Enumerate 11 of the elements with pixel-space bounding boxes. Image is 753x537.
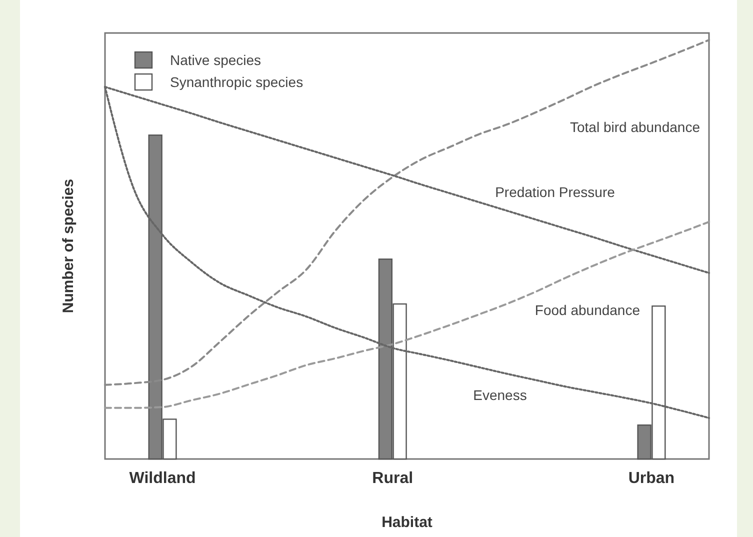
x-tick-label: Urban — [628, 470, 675, 487]
x-tick-label: Rural — [372, 470, 414, 487]
series-label: Total bird abundance — [570, 119, 700, 135]
y-axis-title: Number of species — [60, 178, 77, 314]
series-label: Eveness — [473, 387, 527, 403]
legend-label: Native species — [170, 52, 262, 68]
x-tick-label: Wildland — [129, 470, 196, 487]
series-label: Food abundance — [534, 302, 640, 318]
legend-label: Synanthropic species — [170, 74, 304, 90]
x-axis-title: Habitat — [382, 514, 432, 531]
series-label: Predation Pressure — [495, 184, 616, 200]
